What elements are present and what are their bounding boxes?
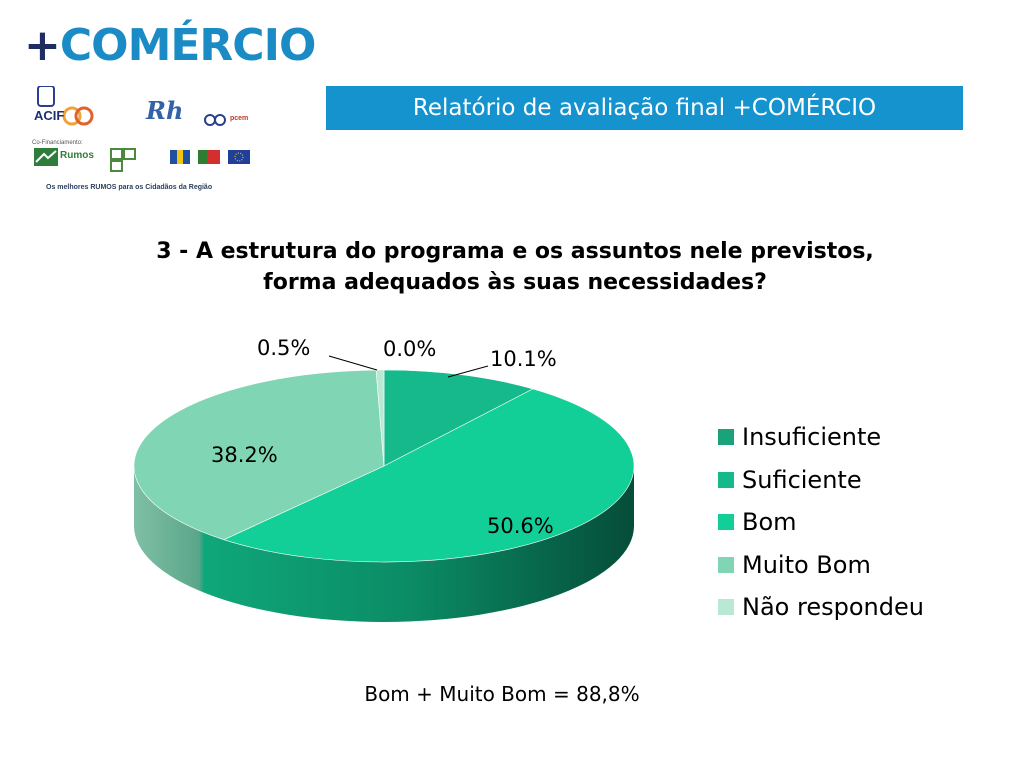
report-title-banner: Relatório de avaliação final +COMÉRCIO <box>326 86 963 130</box>
acif-emblem-icon <box>37 85 94 126</box>
summary-note: Bom + Muito Bom = 88,8% <box>364 682 640 706</box>
chart-legend: Insuficiente Suficiente Bom Muito Bom Nã… <box>718 416 924 629</box>
acif-label: ACIF <box>34 108 65 123</box>
pcem-label: pcem <box>230 115 249 122</box>
rh-label: Rh <box>146 96 184 125</box>
flags-logos <box>170 150 252 171</box>
legend-label: Insuficiente <box>742 423 882 452</box>
rumos-mark-icon <box>34 148 58 166</box>
pie-slice-suficiente <box>383 369 534 467</box>
cofinanciamento-label: Co-Financiamento: <box>32 140 83 146</box>
rh-logo: Rh <box>146 96 183 125</box>
brand-plus: + <box>24 20 61 71</box>
acif-logo: ACIF <box>32 85 94 130</box>
legend-swatch <box>718 599 734 616</box>
legend-swatch <box>718 471 734 488</box>
pcem-logo: pcem <box>204 112 252 133</box>
brand-word: COMÉRCIO <box>59 20 316 71</box>
data-label-bom: 50.6% <box>487 514 554 538</box>
flags-icon <box>170 150 250 164</box>
qren-logo <box>110 148 138 177</box>
legend-item-insuficiente: Insuficiente <box>718 416 924 459</box>
legend-item-muito-bom: Muito Bom <box>718 544 924 587</box>
legend-swatch <box>718 514 734 531</box>
rumos-label: Rumos <box>60 150 94 161</box>
legend-swatch <box>718 429 734 446</box>
legend-label: Bom <box>742 508 797 537</box>
qren-mark-icon <box>110 148 136 172</box>
leader-line-suficiente <box>447 365 489 378</box>
legend-swatch <box>718 556 734 573</box>
rumos-logo: Rumos <box>34 148 94 171</box>
legend-label: Não respondeu <box>742 593 924 622</box>
data-label-insuficiente: 0.0% <box>383 337 437 361</box>
pie-slice-bom <box>223 388 635 563</box>
data-label-muito-bom: 38.2% <box>211 443 278 467</box>
data-label-suficiente: 10.1% <box>490 347 557 371</box>
brand-logo: +COMÉRCIO <box>24 24 316 68</box>
data-label-nao-respondeu: 0.5% <box>257 336 311 360</box>
legend-item-nao-respondeu: Não respondeu <box>718 586 924 629</box>
leader-line-nao-respondeu <box>328 355 378 371</box>
pcem-rings-icon <box>204 114 226 126</box>
legend-label: Muito Bom <box>742 550 871 579</box>
legend-item-suficiente: Suficiente <box>718 459 924 502</box>
legend-item-bom: Bom <box>718 501 924 544</box>
tagline: Os melhores RUMOS para os Cidadãos da Re… <box>46 184 213 191</box>
pie-side-wall <box>134 466 634 622</box>
chart-title: 3 - A estrutura do programa e os assunto… <box>156 239 874 295</box>
pie-slice-muito-bom <box>133 369 385 541</box>
legend-label: Suficiente <box>742 465 862 494</box>
